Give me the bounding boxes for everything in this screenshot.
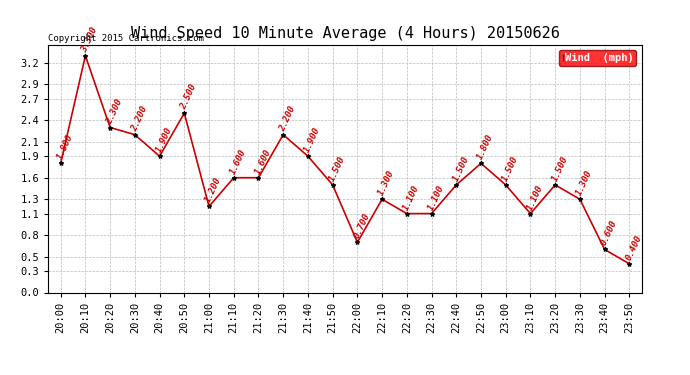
Title: Wind Speed 10 Minute Average (4 Hours) 20150626: Wind Speed 10 Minute Average (4 Hours) 2… bbox=[130, 26, 560, 41]
Text: 2.300: 2.300 bbox=[105, 97, 124, 125]
Point bbox=[105, 124, 116, 130]
Point bbox=[80, 53, 91, 59]
Point bbox=[352, 239, 363, 245]
Point bbox=[525, 211, 536, 217]
Point bbox=[475, 160, 486, 166]
Point bbox=[550, 182, 561, 188]
Point bbox=[277, 132, 288, 138]
Point bbox=[179, 110, 190, 116]
Text: 1.600: 1.600 bbox=[253, 147, 273, 176]
Text: 1.100: 1.100 bbox=[402, 183, 421, 211]
Text: 0.600: 0.600 bbox=[600, 219, 619, 247]
Text: 1.500: 1.500 bbox=[328, 154, 347, 183]
Text: 2.500: 2.500 bbox=[179, 83, 199, 111]
Point bbox=[377, 196, 388, 202]
Text: Copyright 2015 Cartronics.com: Copyright 2015 Cartronics.com bbox=[48, 33, 204, 42]
Text: 1.300: 1.300 bbox=[575, 169, 594, 197]
Text: 1.300: 1.300 bbox=[377, 169, 397, 197]
Text: 3.300: 3.300 bbox=[80, 26, 100, 54]
Point bbox=[599, 246, 610, 252]
Point bbox=[574, 196, 585, 202]
Text: 0.700: 0.700 bbox=[352, 212, 372, 240]
Text: 1.100: 1.100 bbox=[525, 183, 545, 211]
Point bbox=[253, 175, 264, 181]
Text: 1.800: 1.800 bbox=[476, 133, 495, 161]
Legend: Wind  (mph): Wind (mph) bbox=[560, 50, 636, 66]
Point bbox=[228, 175, 239, 181]
Text: 0.400: 0.400 bbox=[624, 234, 644, 262]
Point bbox=[624, 261, 635, 267]
Point bbox=[204, 203, 215, 209]
Point bbox=[327, 182, 338, 188]
Point bbox=[426, 211, 437, 217]
Point bbox=[500, 182, 511, 188]
Text: 1.500: 1.500 bbox=[451, 154, 471, 183]
Point bbox=[154, 153, 165, 159]
Text: 2.200: 2.200 bbox=[278, 104, 297, 132]
Text: 1.900: 1.900 bbox=[303, 126, 322, 154]
Point bbox=[129, 132, 140, 138]
Text: 1.500: 1.500 bbox=[550, 154, 569, 183]
Text: 1.600: 1.600 bbox=[228, 147, 248, 176]
Text: 1.500: 1.500 bbox=[500, 154, 520, 183]
Point bbox=[302, 153, 313, 159]
Point bbox=[402, 211, 413, 217]
Point bbox=[451, 182, 462, 188]
Text: 1.900: 1.900 bbox=[155, 126, 174, 154]
Point bbox=[55, 160, 66, 166]
Text: 1.800: 1.800 bbox=[55, 133, 75, 161]
Text: 2.200: 2.200 bbox=[130, 104, 149, 132]
Text: 1.200: 1.200 bbox=[204, 176, 224, 204]
Text: 1.100: 1.100 bbox=[426, 183, 446, 211]
